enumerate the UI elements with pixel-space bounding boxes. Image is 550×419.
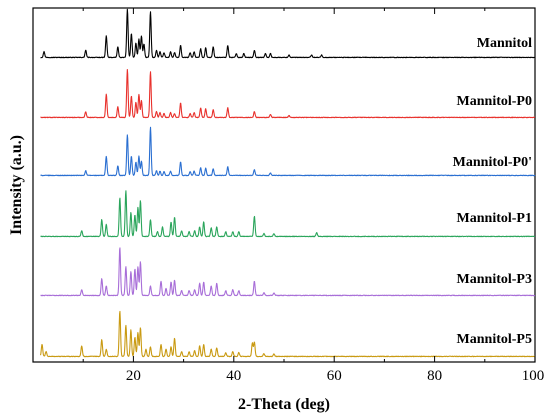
x-axis-title: 2-Theta (deg): [238, 396, 330, 413]
plot-frame: [32, 7, 536, 363]
trace-mannitol-p0: [40, 68, 536, 119]
series-label-mannitol-p5: Mannitol-P5: [457, 332, 532, 347]
x-tick-label-40: 40: [226, 368, 241, 384]
trace-mannitol-p5: [39, 310, 536, 358]
y-axis-title: Intensity (a.u.): [8, 135, 25, 235]
x-tick-label-100: 100: [522, 368, 545, 384]
x-axis-ticks: 20 40 60 80 100: [32, 8, 545, 384]
trace-mannitol-p1: [40, 190, 536, 238]
traces: [39, 8, 536, 358]
series-labels: Mannitol Mannitol-P0 Mannitol-P0' Mannitol-…: [453, 36, 532, 347]
trace-mannitol-p3: [40, 247, 536, 297]
x-tick-label-20: 20: [126, 368, 141, 384]
x-tick-label-80: 80: [427, 368, 442, 384]
series-label-mannitol-p1: Mannitol-P1: [457, 211, 532, 226]
trace-mannitol: [40, 8, 536, 59]
series-label-mannitol-p0: Mannitol-P0': [453, 155, 532, 170]
trace-mannitol-p0: [40, 126, 536, 177]
series-label-mannitol: Mannitol: [477, 36, 532, 51]
x-tick-label-60: 60: [327, 368, 342, 384]
series-label-mannitol-p3: Mannitol-P3: [457, 272, 532, 287]
series-label-mannitol-p0: Mannitol-P0: [457, 94, 532, 109]
